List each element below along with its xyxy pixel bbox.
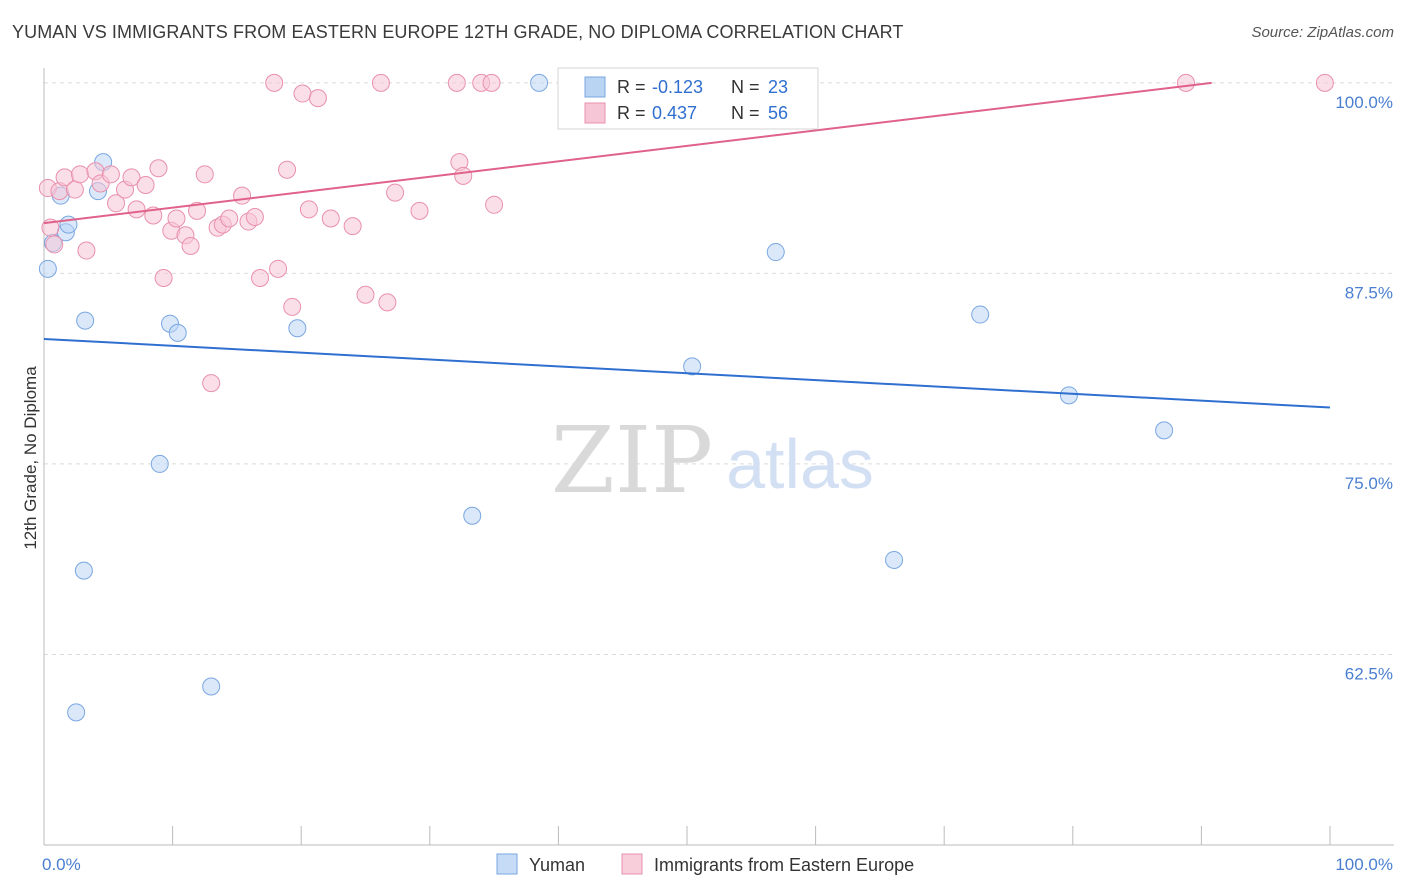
axes: 0.0% 100.0% (42, 68, 1394, 874)
data-point (321, 209, 340, 228)
stats-r-value: -0.123 (652, 77, 703, 97)
data-point (38, 259, 57, 278)
legend-label: Yuman (529, 855, 585, 875)
data-point (386, 183, 405, 202)
data-point (251, 268, 270, 287)
y-tick-label: 75.0% (1345, 474, 1393, 493)
data-point (101, 165, 120, 184)
data-point (150, 454, 169, 473)
data-point (410, 201, 429, 220)
trend-lines (43, 81, 1331, 409)
y-tick-label: 100.0% (1335, 93, 1393, 112)
data-point (188, 201, 207, 220)
data-point (245, 208, 264, 226)
data-point (356, 285, 375, 304)
data-point (136, 175, 155, 194)
data-point (45, 235, 64, 254)
stats-legend-box: R = -0.123 N = 23 R = 0.437 N = 56 (557, 67, 819, 130)
data-point (195, 165, 214, 184)
data-point (447, 73, 466, 92)
data-point (154, 268, 173, 287)
stats-n-value: 23 (768, 77, 788, 97)
data-point (283, 297, 302, 316)
watermark: ZIP atlas (551, 407, 874, 514)
data-point (530, 73, 549, 92)
data-point (220, 209, 239, 228)
stats-n-label: N = (731, 77, 760, 97)
data-point (76, 311, 95, 330)
data-point (971, 305, 990, 324)
data-point (149, 159, 168, 178)
stats-r-label: R = (617, 103, 646, 123)
legend-swatch (621, 853, 643, 875)
data-point (485, 195, 504, 214)
stats-r-label: R = (617, 77, 646, 97)
data-point (378, 293, 397, 312)
stats-r-value: 0.437 (652, 103, 697, 123)
legend-swatch (496, 853, 518, 875)
data-point (371, 73, 390, 92)
data-point (233, 186, 252, 205)
data-point (168, 323, 187, 342)
data-point (1155, 421, 1174, 440)
data-point (278, 160, 297, 179)
data-point (74, 561, 93, 580)
y-tick-label: 87.5% (1345, 283, 1393, 302)
data-point (1176, 73, 1195, 92)
stats-n-value: 56 (768, 103, 788, 123)
data-point (482, 73, 501, 92)
trend-line-yuman (43, 337, 1331, 409)
watermark-zip: ZIP (551, 407, 713, 514)
data-point (299, 200, 318, 219)
legend-label: Immigrants from Eastern Europe (654, 855, 914, 875)
data-point (454, 166, 473, 185)
y-axis-label: 12th Grade, No Diploma (21, 366, 40, 550)
watermark-atlas: atlas (726, 425, 874, 503)
data-point (293, 84, 312, 103)
data-point (1315, 73, 1334, 92)
x-tick-label: 100.0% (1335, 855, 1393, 874)
data-point (683, 357, 702, 376)
data-point (885, 550, 904, 569)
trend-line-eastern-europe (43, 81, 1212, 225)
data-point (1059, 386, 1078, 405)
data-point (127, 200, 146, 219)
data-point (107, 194, 126, 213)
data-point (766, 243, 785, 262)
data-point (181, 236, 200, 255)
data-point (288, 319, 307, 338)
stats-n-label: N = (731, 103, 760, 123)
chart-source: Source: ZipAtlas.com (1251, 24, 1394, 41)
y-tick-label: 62.5% (1345, 664, 1393, 683)
chart-title: YUMAN VS IMMIGRANTS FROM EASTERN EUROPE … (12, 22, 904, 42)
data-point (71, 165, 90, 184)
data-point (202, 677, 221, 696)
data-point (269, 259, 288, 278)
gridlines: 100.0% 87.5% 75.0% 62.5% (44, 82, 1394, 683)
data-point (343, 217, 362, 236)
stats-swatch (584, 102, 606, 124)
data-point (65, 180, 84, 199)
data-point (202, 374, 221, 393)
data-point (308, 89, 327, 108)
data-point (77, 241, 96, 260)
data-point (67, 703, 86, 722)
data-point (265, 73, 284, 92)
data-point (463, 506, 482, 525)
bottom-legend: Yuman Immigrants from Eastern Europe (496, 853, 914, 875)
data-point (122, 168, 141, 187)
data-point (167, 209, 186, 228)
stats-swatch (584, 76, 606, 98)
x-tick-label: 0.0% (42, 855, 81, 874)
